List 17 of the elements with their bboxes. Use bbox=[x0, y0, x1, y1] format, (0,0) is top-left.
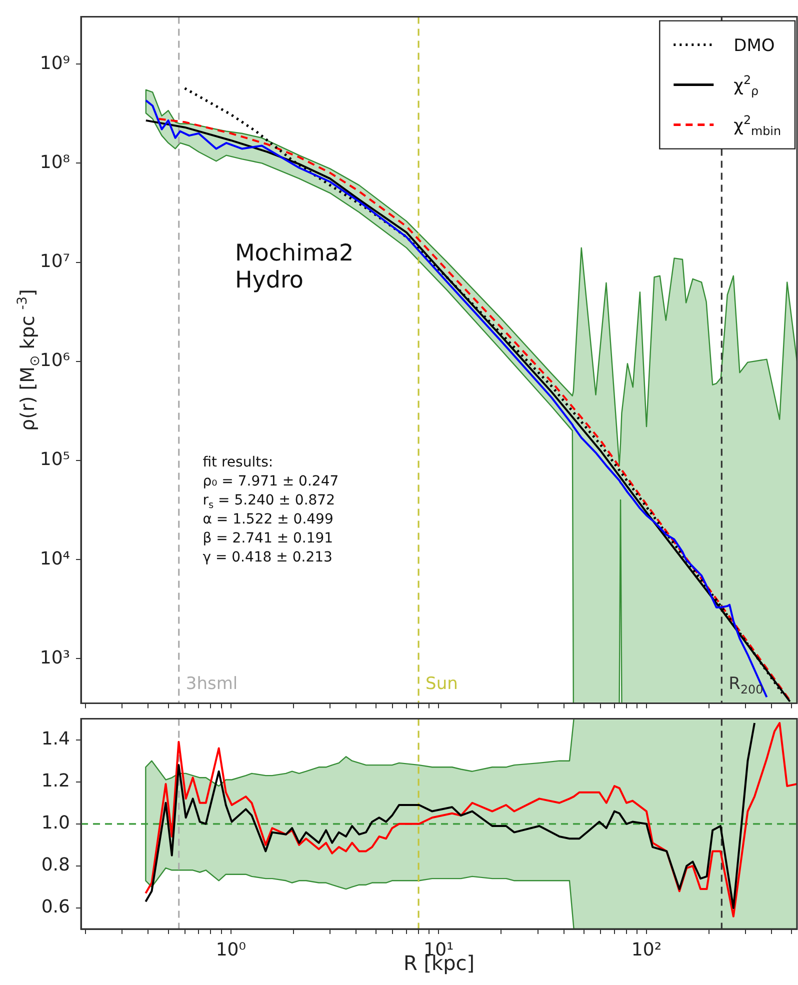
y-tick-label: 10⁸ bbox=[40, 152, 70, 173]
x-tick-label: 10⁰ bbox=[216, 939, 246, 960]
y-tick-label: 10³ bbox=[40, 647, 70, 668]
y-tick-label: 10⁴ bbox=[40, 548, 70, 570]
ref-line-label: 3hsml bbox=[186, 674, 238, 694]
ref-line-label: Sun bbox=[426, 674, 458, 694]
y-tick-label: 1.0 bbox=[41, 812, 70, 834]
annotation: Mochima2 Hydro bbox=[234, 240, 354, 294]
y-tick-label: 0.8 bbox=[41, 854, 70, 876]
y-tick-label: 1.4 bbox=[41, 728, 70, 750]
y-tick-label: 10⁵ bbox=[40, 449, 70, 470]
y-tick-label: 10⁹ bbox=[40, 52, 70, 74]
x-tick-label: 10² bbox=[631, 939, 662, 960]
y-tick-label: 1.2 bbox=[41, 770, 70, 792]
legend-label: DMO bbox=[734, 36, 775, 56]
y-tick-label: 0.6 bbox=[41, 896, 70, 918]
y-tick-label: 10⁷ bbox=[40, 250, 70, 272]
